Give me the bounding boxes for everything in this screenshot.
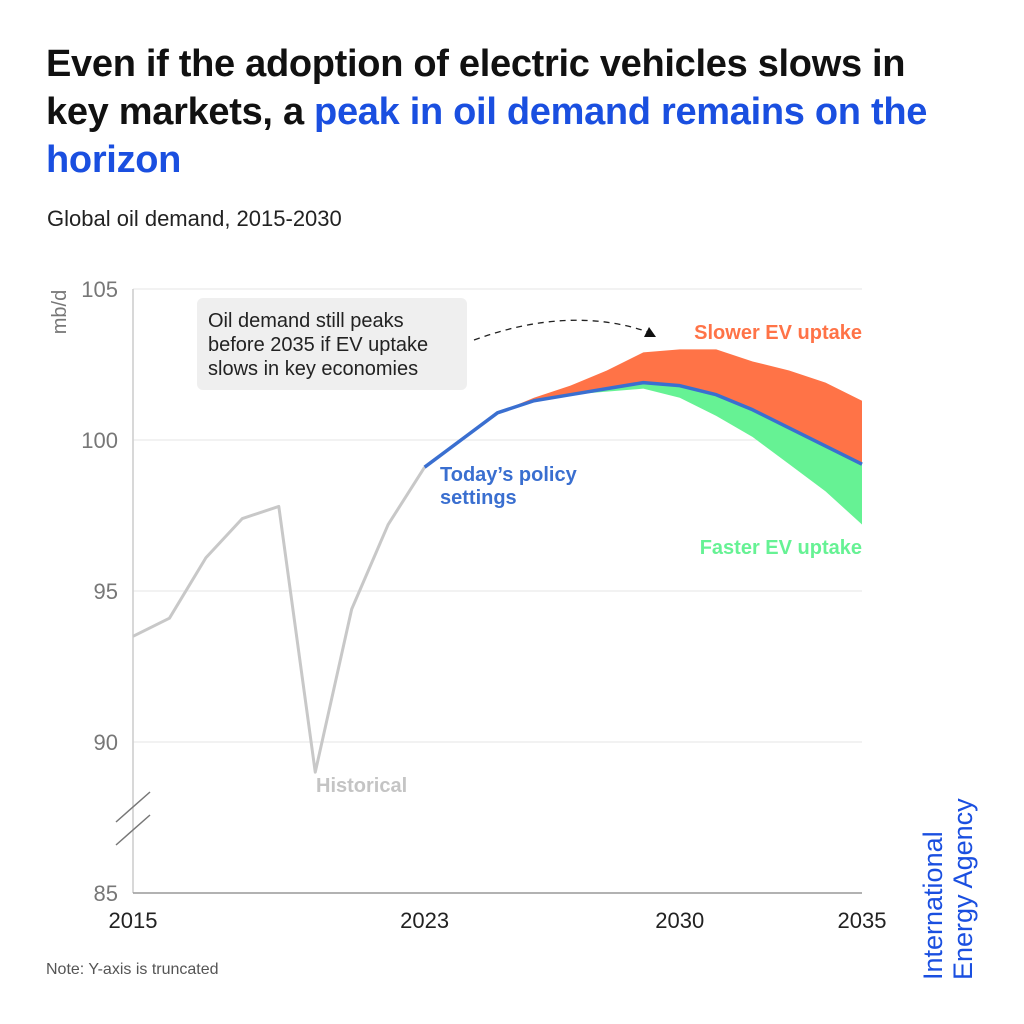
annotation-box bbox=[197, 298, 467, 390]
policy-label: Today’s policy bbox=[440, 464, 578, 486]
slower-ev-label: Slower EV uptake bbox=[694, 322, 862, 344]
faster-ev-area bbox=[497, 382, 862, 525]
y-tick-label: 100 bbox=[81, 428, 118, 453]
x-tick-label: 2035 bbox=[838, 908, 887, 933]
historical-label: Historical bbox=[316, 775, 407, 797]
y-tick-label: 90 bbox=[94, 730, 118, 755]
y-axis-label: mb/d bbox=[49, 290, 71, 334]
faster-ev-label: Faster EV uptake bbox=[700, 537, 862, 559]
policy-label: settings bbox=[440, 487, 517, 509]
chart-title: Even if the adoption of electric vehicle… bbox=[46, 40, 946, 184]
iea-logo: International Energy Agency bbox=[918, 798, 978, 980]
title-text: Even if the adoption of electric vehicle… bbox=[46, 43, 906, 133]
policy-line bbox=[423, 380, 863, 469]
y-tick-label: 85 bbox=[94, 881, 118, 906]
y-tick-label: 105 bbox=[81, 277, 118, 302]
annotation-arrow bbox=[473, 319, 649, 341]
chart-subtitle: Global oil demand, 2015-2030 bbox=[47, 206, 342, 231]
annotation-text: slows in key economies bbox=[208, 358, 418, 380]
x-tick-label: 2015 bbox=[109, 908, 158, 933]
arrowhead-icon bbox=[644, 327, 656, 337]
slower-ev-area bbox=[497, 349, 862, 465]
x-tick-label: 2023 bbox=[400, 908, 449, 933]
logo-line2: Energy Agency bbox=[948, 798, 978, 980]
axis-break-mark bbox=[115, 814, 151, 846]
annotation-text: Oil demand still peaks bbox=[208, 310, 404, 332]
annotation-text: before 2035 if EV uptake bbox=[208, 334, 428, 356]
footnote: Note: Y-axis is truncated bbox=[46, 961, 219, 978]
y-tick-label: 95 bbox=[94, 579, 118, 604]
title-highlight: peak in oil demand remains on the horizo… bbox=[46, 91, 928, 181]
logo-line1: International bbox=[918, 831, 948, 980]
historical-line bbox=[132, 466, 426, 774]
x-tick-label: 2030 bbox=[655, 908, 704, 933]
axis-break-mark bbox=[115, 791, 151, 823]
